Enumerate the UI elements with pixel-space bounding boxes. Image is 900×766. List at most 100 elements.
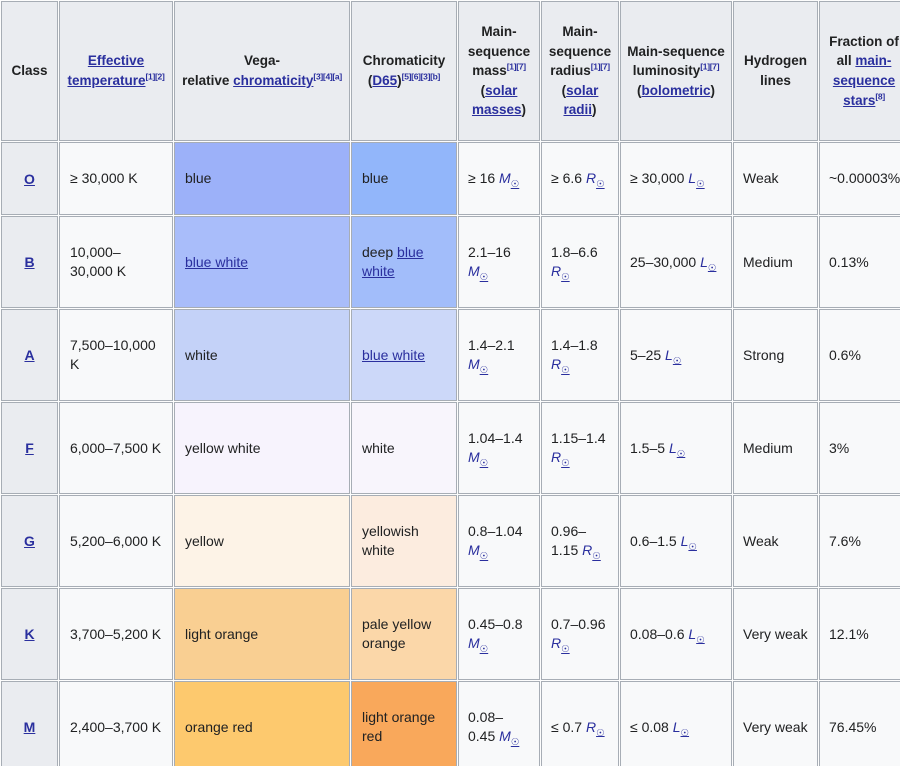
header-cell-vega: Vega-relative chromaticity[3][4][a]: [174, 1, 350, 141]
link-blue-white[interactable]: blue white: [362, 346, 426, 363]
header-row: Class Effective temperature[1][2] Vega-rel…: [1, 1, 900, 141]
link-bolometric[interactable]: bolometric: [641, 82, 711, 98]
solar-radius-symbol-link[interactable]: R☉: [551, 449, 570, 469]
cell-mass: 1.04–1.4 M☉: [458, 402, 540, 494]
header-cell-class: Class: [1, 1, 58, 141]
solar-mass-symbol-link[interactable]: M☉: [499, 170, 520, 190]
class-link-K[interactable]: K: [24, 626, 35, 642]
reference-marker[interactable]: [1][7]: [590, 61, 610, 72]
cell-hydrogen: Medium: [733, 402, 818, 494]
class-link-A[interactable]: A: [24, 347, 35, 363]
reference-marker[interactable]: [3][4][a]: [313, 71, 342, 82]
cell-radius: 0.96–1.15 R☉: [541, 495, 619, 587]
cell-class: O: [1, 142, 58, 215]
cell-vega: blue white: [174, 216, 350, 308]
reference-marker[interactable]: [8]: [875, 91, 885, 102]
cell-luminosity: ≥ 30,000 L☉: [620, 142, 732, 215]
solar-luminosity-symbol-link[interactable]: L☉: [688, 625, 705, 646]
cell-class: B: [1, 216, 58, 308]
reference-marker[interactable]: [1][7]: [700, 61, 720, 72]
cell-temperature: 3,700–5,200 K: [59, 588, 173, 680]
cell-hydrogen: Very weak: [733, 588, 818, 680]
solar-radius-symbol-link[interactable]: R☉: [551, 635, 570, 655]
cell-radius: ≤ 0.7 R☉: [541, 681, 619, 766]
link-solar-radii[interactable]: solar radii: [563, 82, 599, 118]
cell-mass: 0.8–1.04 M☉: [458, 495, 540, 587]
cell-temperature: 7,500–10,000 K: [59, 309, 173, 401]
cell-fraction: 7.6%: [819, 495, 900, 587]
solar-radius-symbol-link[interactable]: R☉: [551, 263, 570, 283]
class-link-B[interactable]: B: [24, 254, 35, 270]
reference-marker[interactable]: [1][7]: [506, 61, 526, 72]
class-link-O[interactable]: O: [24, 170, 35, 187]
cell-luminosity: 25–30,000 L☉: [620, 216, 732, 308]
link-blue-white[interactable]: blue white: [185, 253, 249, 270]
solar-mass-symbol-link[interactable]: M☉: [468, 449, 489, 469]
cell-vega: light orange: [174, 588, 350, 680]
link-solar-masses[interactable]: solar masses: [471, 82, 522, 118]
header-cell-temperature: Effective temperature[1][2]: [59, 1, 173, 141]
cell-mass: 0.45–0.8 M☉: [458, 588, 540, 680]
cell-luminosity: 1.5–5 L☉: [620, 402, 732, 494]
solar-mass-symbol-link[interactable]: M☉: [468, 263, 489, 283]
solar-radius-symbol-link[interactable]: R☉: [582, 542, 601, 562]
link-blue-white[interactable]: blue white: [362, 244, 424, 279]
solar-radius-symbol-link[interactable]: R☉: [551, 356, 570, 376]
cell-fraction: 3%: [819, 402, 900, 494]
cell-class: K: [1, 588, 58, 680]
cell-class: F: [1, 402, 58, 494]
solar-mass-symbol-link[interactable]: M☉: [468, 542, 489, 562]
header-cell-luminosity: Main-sequence luminosity[1][7] (bolometr…: [620, 1, 732, 141]
cell-fraction: 12.1%: [819, 588, 900, 680]
cell-d65: deep blue white: [351, 216, 457, 308]
cell-hydrogen: Strong: [733, 309, 818, 401]
solar-mass-symbol-link[interactable]: M☉: [499, 728, 520, 748]
solar-luminosity-symbol-link[interactable]: L☉: [688, 170, 705, 190]
cell-class: A: [1, 309, 58, 401]
cell-hydrogen: Very weak: [733, 681, 818, 766]
cell-class: G: [1, 495, 58, 587]
cell-d65: yellowish white: [351, 495, 457, 587]
solar-luminosity-symbol-link[interactable]: L☉: [700, 253, 717, 274]
cell-fraction: ~0.00003%: [819, 142, 900, 215]
solar-luminosity-symbol-link[interactable]: L☉: [668, 439, 686, 460]
reference-marker[interactable]: [5][6][3][b]: [401, 71, 441, 82]
solar-radius-symbol-link[interactable]: R☉: [585, 170, 605, 190]
cell-temperature: 2,400–3,700 K: [59, 681, 173, 766]
header-cell-d65: Chromaticity (D65)[5][6][3][b]: [351, 1, 457, 141]
cell-radius: 1.4–1.8 R☉: [541, 309, 619, 401]
cell-d65: light orange red: [351, 681, 457, 766]
cell-radius: 0.7–0.96 R☉: [541, 588, 619, 680]
cell-fraction: 0.6%: [819, 309, 900, 401]
solar-luminosity-symbol-link[interactable]: L☉: [665, 346, 682, 367]
solar-luminosity-symbol-link[interactable]: L☉: [672, 718, 690, 739]
solar-mass-symbol-link[interactable]: M☉: [468, 356, 489, 376]
header-cell-mass: Main-sequence mass[1][7] (solar masses): [458, 1, 540, 141]
class-link-M[interactable]: M: [23, 719, 36, 735]
solar-radius-symbol-link[interactable]: R☉: [585, 718, 605, 739]
cell-mass: ≥ 16 M☉: [458, 142, 540, 215]
cell-fraction: 0.13%: [819, 216, 900, 308]
cell-hydrogen: Weak: [733, 495, 818, 587]
cell-fraction: 76.45%: [819, 681, 900, 766]
class-link-F[interactable]: F: [25, 440, 34, 456]
link-d65[interactable]: D65: [372, 73, 398, 88]
cell-temperature: 6,000–7,500 K: [59, 402, 173, 494]
cell-luminosity: 5–25 L☉: [620, 309, 732, 401]
solar-luminosity-symbol-link[interactable]: L☉: [680, 532, 697, 553]
solar-mass-symbol-link[interactable]: M☉: [468, 635, 489, 655]
reference-marker[interactable]: [1][2]: [145, 71, 165, 82]
link-chromaticity[interactable]: chromaticity: [233, 73, 314, 88]
link-effective-temperature[interactable]: Effective temperature: [67, 53, 146, 88]
cell-mass: 2.1–16 M☉: [458, 216, 540, 308]
cell-hydrogen: Weak: [733, 142, 818, 215]
link-main-sequence-stars[interactable]: main-sequence stars: [832, 53, 896, 108]
class-link-G[interactable]: G: [24, 533, 35, 549]
cell-luminosity: 0.08–0.6 L☉: [620, 588, 732, 680]
cell-radius: 1.15–1.4 R☉: [541, 402, 619, 494]
